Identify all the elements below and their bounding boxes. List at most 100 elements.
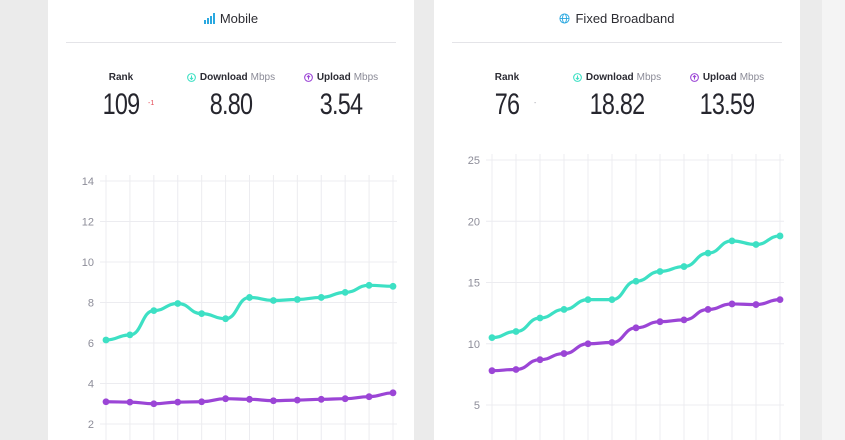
upload-unit: Mbps <box>739 71 765 83</box>
download-data-point[interactable] <box>752 241 760 248</box>
download-unit: Mbps <box>636 71 662 83</box>
download-unit: Mbps <box>250 71 276 83</box>
download-data-point[interactable] <box>776 232 784 240</box>
header-divider <box>66 42 396 43</box>
download-data-point[interactable] <box>102 336 110 344</box>
mobile-title: Mobile <box>219 10 259 26</box>
upload-data-point[interactable] <box>584 340 592 348</box>
y-tick-label: 15 <box>468 278 480 290</box>
upload-data-point[interactable] <box>293 396 301 404</box>
upload-icon <box>689 72 699 82</box>
broadband-title: Fixed Broadband <box>575 10 675 26</box>
download-data-point[interactable] <box>293 296 301 303</box>
upload-data-point[interactable] <box>365 393 373 401</box>
y-tick-label: 5 <box>474 400 480 412</box>
download-data-point[interactable] <box>198 310 206 318</box>
download-label: Download <box>199 71 248 83</box>
upload-data-point[interactable] <box>512 366 520 373</box>
download-data-point[interactable] <box>728 237 736 245</box>
upload-unit: Mbps <box>353 71 379 83</box>
mobile-upload-stat: Upload Mbps 3.54 <box>286 70 396 122</box>
download-data-point[interactable] <box>656 268 664 275</box>
download-data-point[interactable] <box>584 296 592 304</box>
broadband-rank-value: 76 <box>494 88 520 121</box>
download-data-point[interactable] <box>365 281 373 289</box>
globe-icon <box>559 12 571 24</box>
download-data-point[interactable] <box>704 249 712 257</box>
y-tick-label: 8 <box>88 298 94 310</box>
upload-data-point[interactable] <box>776 296 784 304</box>
upload-data-point[interactable] <box>341 395 349 403</box>
upload-data-point[interactable] <box>560 350 568 357</box>
upload-data-point[interactable] <box>246 395 253 403</box>
y-tick-label: 2 <box>88 419 94 431</box>
download-data-point[interactable] <box>150 307 158 314</box>
download-data-point[interactable] <box>389 282 397 290</box>
broadband-upload-value: 13.59 <box>699 88 755 121</box>
y-tick-label: 4 <box>88 379 94 391</box>
upload-data-point[interactable] <box>126 398 134 406</box>
upload-data-point[interactable] <box>752 301 760 308</box>
download-data-point[interactable] <box>270 297 277 304</box>
download-data-point[interactable] <box>488 334 496 342</box>
download-data-point[interactable] <box>560 306 568 313</box>
mobile-rank-change: -1 <box>148 100 155 107</box>
mobile-upload-value: 3.54 <box>319 88 363 121</box>
mobile-rank-value: 109 <box>102 88 140 121</box>
broadband-header: Fixed Broadband <box>434 6 800 30</box>
header-divider <box>452 42 782 43</box>
download-data-point[interactable] <box>536 314 544 322</box>
download-data-point[interactable] <box>174 300 182 307</box>
mobile-header: Mobile <box>48 6 414 30</box>
upload-label: Upload <box>702 71 737 83</box>
upload-data-point[interactable] <box>632 324 640 332</box>
download-data-point[interactable] <box>246 294 253 301</box>
download-data-point[interactable] <box>680 263 688 270</box>
upload-data-point[interactable] <box>728 300 736 308</box>
download-data-point[interactable] <box>608 296 616 304</box>
upload-data-point[interactable] <box>222 395 229 403</box>
upload-label: Upload <box>316 71 351 83</box>
upload-icon <box>303 72 313 82</box>
y-tick-label: 25 <box>468 155 480 167</box>
mobile-speed-chart: 2 4 6 8 10 12 14 <box>82 175 397 440</box>
download-label: Download <box>585 71 634 83</box>
download-data-point[interactable] <box>126 331 134 339</box>
broadband-upload-stat: Upload Mbps 13.59 <box>672 70 782 122</box>
download-icon <box>572 72 582 82</box>
signal-bars-icon <box>203 12 215 24</box>
y-tick-label: 10 <box>468 339 480 351</box>
upload-data-point[interactable] <box>389 389 397 397</box>
upload-data-point[interactable] <box>198 398 206 406</box>
mobile-rank-stat: Rank 109 <box>66 70 176 122</box>
broadband-speed-chart: 5 10 15 20 25 <box>468 154 784 440</box>
upload-data-point[interactable] <box>150 400 158 408</box>
rank-label: Rank <box>108 71 134 83</box>
download-data-point[interactable] <box>222 315 229 323</box>
upload-data-point[interactable] <box>680 316 688 324</box>
upload-data-point[interactable] <box>536 356 544 364</box>
upload-data-point[interactable] <box>704 306 712 313</box>
broadband-download-value: 18.82 <box>589 88 645 121</box>
broadband-download-stat: Download Mbps 18.82 <box>562 70 672 122</box>
upload-data-point[interactable] <box>102 398 110 406</box>
upload-data-point[interactable] <box>608 339 616 346</box>
upload-data-point[interactable] <box>317 395 325 403</box>
y-tick-label: 10 <box>82 257 94 269</box>
mobile-panel: Mobile Rank 109 -1 Download Mbps 8.80 Up… <box>48 0 414 440</box>
y-tick-label: 20 <box>468 216 480 228</box>
upload-data-point[interactable] <box>270 397 277 405</box>
download-data-point[interactable] <box>341 288 349 296</box>
download-data-point[interactable] <box>512 328 520 335</box>
upload-data-point[interactable] <box>174 398 182 406</box>
upload-data-point[interactable] <box>488 367 496 375</box>
mobile-download-value: 8.80 <box>209 88 253 121</box>
download-data-point[interactable] <box>632 277 640 285</box>
download-data-point[interactable] <box>317 294 325 301</box>
y-tick-label: 14 <box>82 176 94 188</box>
download-icon <box>186 72 196 82</box>
upload-data-point[interactable] <box>656 318 664 326</box>
y-tick-label: 12 <box>82 217 94 229</box>
rank-label: Rank <box>494 71 520 83</box>
broadband-rank-change: - <box>534 100 537 107</box>
